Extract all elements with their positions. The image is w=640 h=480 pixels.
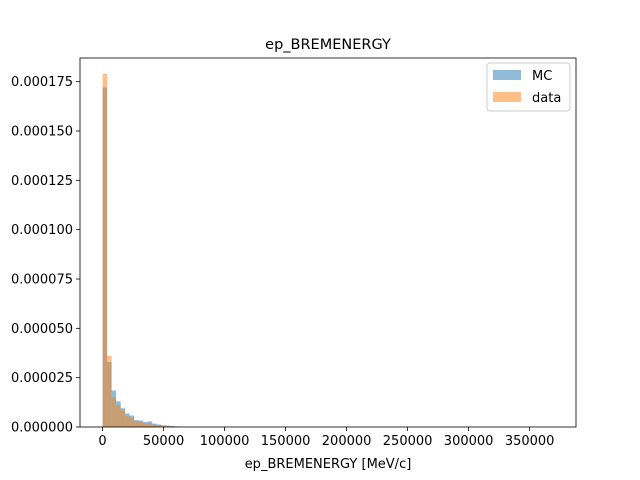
legend: MC data [486, 62, 571, 112]
y-tick-label: 0.000000 [11, 421, 73, 436]
x-tick-label: 100000 [200, 434, 250, 449]
histogram-bar [134, 421, 139, 427]
x-tick-label: 50000 [143, 434, 184, 449]
histogram-bar [156, 425, 162, 427]
legend-label-data: data [532, 91, 561, 106]
x-tick-label: 150000 [261, 434, 311, 449]
y-tick-label: 0.000175 [11, 75, 73, 90]
x-tick-label: 250000 [383, 434, 433, 449]
y-tick-label: 0.000075 [11, 273, 73, 288]
histogram-bar [125, 416, 130, 427]
x-tick-label: 300000 [444, 434, 494, 449]
histogram-bar [120, 410, 126, 427]
histogram-bar [107, 355, 112, 427]
axes-frame [79, 57, 577, 428]
legend-label-mc: MC [532, 69, 552, 84]
y-tick-label: 0.000025 [11, 371, 73, 386]
y-tick-label: 0.000050 [11, 322, 73, 337]
plot-area [102, 73, 184, 427]
y-tick-label: 0.000150 [11, 125, 73, 140]
histogram-bar [111, 397, 117, 427]
histogram-bar [116, 405, 121, 427]
histogram-bar [102, 73, 108, 427]
y-tick-label: 0.000125 [11, 174, 73, 189]
axes: 0 50000 100000 150000 200000 250000 300000 3500… [11, 57, 577, 449]
x-tick-label: 200000 [322, 434, 372, 449]
chart-title: ep_BREMENERGY [265, 37, 391, 53]
histogram-bar [143, 423, 148, 427]
x-axis-label: ep_BREMENERGY [MeV/c] [245, 457, 412, 472]
x-tick-label: 0 [98, 434, 106, 449]
y-tick-label: 0.000100 [11, 223, 73, 238]
histogram-bar [138, 422, 144, 427]
legend-swatch-data [493, 92, 521, 102]
histogram-bar [161, 425, 166, 427]
histogram-bar [129, 418, 135, 427]
histogram-bar [147, 423, 153, 427]
legend-swatch-mc [493, 70, 521, 80]
histogram-bar [152, 424, 157, 427]
x-tick-label: 350000 [505, 434, 555, 449]
